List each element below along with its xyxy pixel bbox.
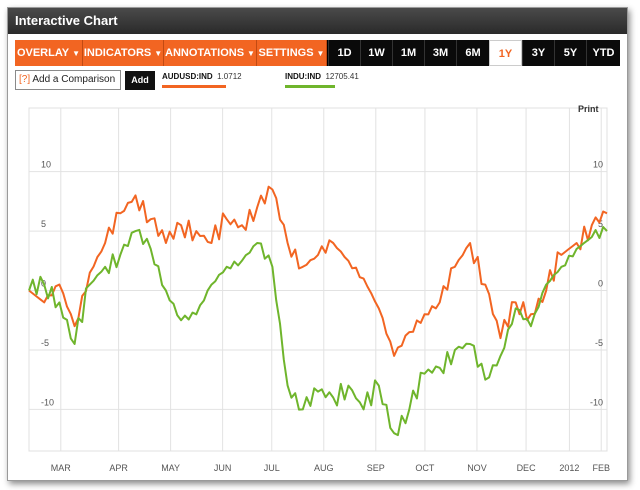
chart-toolbar: OVERLAY ▼ INDICATORS ▼ ANNOTATIONS ▼ SETTIN… [15,40,620,66]
indicators-menu-button[interactable]: INDICATORS ▼ [83,40,164,66]
y-tick-label-left: -5 [41,338,49,348]
y-tick-label-right: -5 [595,338,603,348]
series-line-indu [28,226,608,437]
y-tick-label-right: 10 [593,160,603,170]
range-1d-button[interactable]: 1D [328,40,360,66]
range-1w-button[interactable]: 1W [360,40,392,66]
y-tick-label-right: 0 [598,279,603,289]
chevron-down-icon: ▼ [247,49,255,58]
range-5y-button[interactable]: 5Y [554,40,586,66]
legend-item-indu: INDU:IND 12705.41 [285,72,359,81]
y-tick-label-left: 10 [41,160,51,170]
annotations-menu-button[interactable]: ANNOTATIONS ▼ [164,40,257,66]
range-1m-button[interactable]: 1M [392,40,424,66]
range-3y-button[interactable]: 3Y [522,40,554,66]
x-tick-label: MAR [51,463,72,473]
x-tick-label: 2012 [559,463,579,473]
legend-item-audusd: AUDUSD:IND 1.0712 [162,72,242,81]
x-tick-label: OCT [415,463,435,473]
x-tick-label: JUN [214,463,232,473]
range-ytd-button[interactable]: YTD [586,40,620,66]
chart-window: Interactive Chart OVERLAY ▼ INDICATORS ▼ A… [7,7,628,481]
window-title: Interactive Chart [15,13,118,28]
chevron-down-icon: ▼ [316,49,325,58]
chevron-down-icon: ▼ [72,49,81,58]
settings-menu-button[interactable]: SETTINGS ▼ [257,40,327,66]
x-tick-label: JUL [264,463,280,473]
y-tick-label-right: 5 [598,219,603,229]
legend-swatch-indu [285,85,335,88]
range-6m-button[interactable]: 6M [456,40,489,66]
x-tick-label: NOV [467,463,487,473]
add-comparison-button[interactable]: Add [125,71,155,90]
x-tick-label: AUG [314,463,334,473]
legend-swatch-audusd [162,85,226,88]
range-1y-button[interactable]: 1Y [489,40,522,66]
x-tick-label: SEP [367,463,385,473]
series-line-audusd [28,185,608,357]
x-tick-label: MAY [161,463,180,473]
overlay-menu-button[interactable]: OVERLAY ▼ [15,40,83,66]
print-link[interactable]: Print [578,104,599,114]
x-tick-label: APR [109,463,128,473]
y-tick-label-left: 5 [41,219,46,229]
y-tick-label-left: -10 [41,397,54,407]
line-chart[interactable]: MAR APR MAY JUN JUL AUG SEP OCT NOV DEC 2012 FEB 10 1… [15,96,620,476]
y-tick-label-right: -10 [590,397,603,407]
chevron-down-icon: ▼ [154,49,163,58]
comparison-input[interactable]: [?] Add a Comparison [15,70,121,90]
range-3m-button[interactable]: 3M [424,40,456,66]
help-icon[interactable]: [?] [19,74,31,85]
plot-area [28,107,608,452]
title-bar: Interactive Chart [8,8,627,34]
x-tick-label: DEC [517,463,537,473]
x-tick-label: FEB [592,463,610,473]
comparison-row: [?] Add a Comparison Add AUDUSD:IND 1.07… [15,69,620,93]
